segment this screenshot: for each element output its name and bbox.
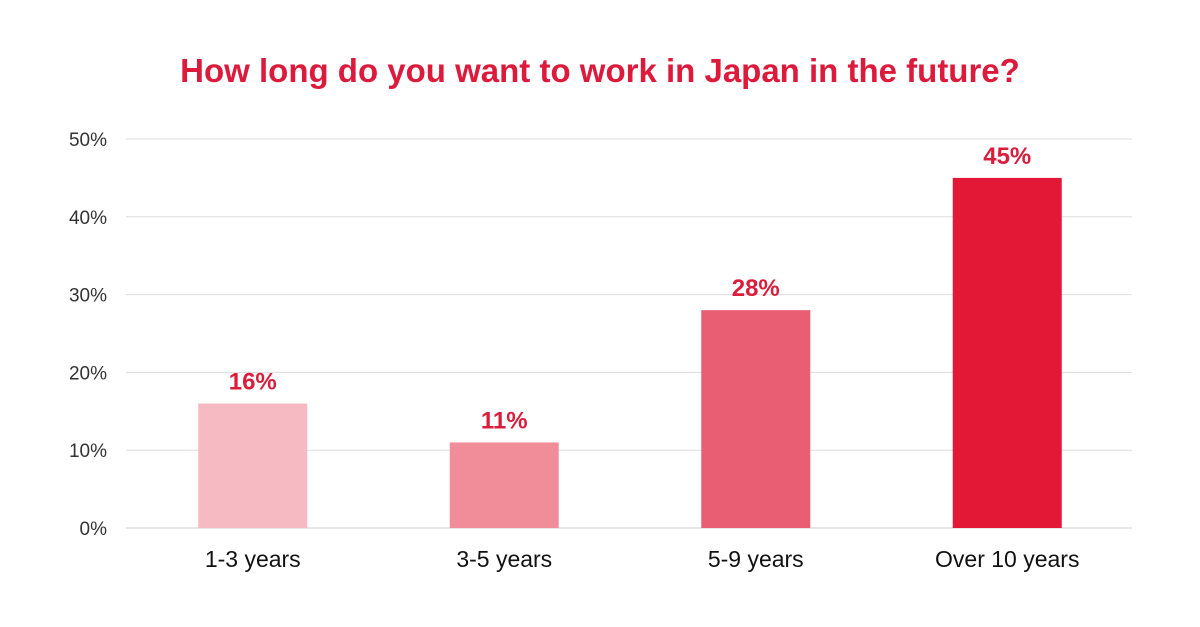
y-tick-label: 40% (69, 208, 107, 229)
bar-1 (198, 403, 308, 528)
bar-3 (701, 310, 811, 528)
y-tick-label: 50% (69, 130, 107, 151)
category-label: 3-5 years (456, 546, 552, 572)
data-label: 45% (983, 143, 1031, 170)
data-label: 16% (229, 369, 277, 396)
data-label: 28% (732, 275, 780, 302)
data-label: 11% (481, 407, 528, 434)
bar-2 (449, 442, 559, 528)
bar-4 (952, 177, 1062, 528)
chart-title: How long do you want to work in Japan in… (180, 52, 1020, 89)
data-labels: 16% 11% 28% 45% (229, 143, 1032, 435)
category-label: Over 10 years (935, 546, 1079, 572)
category-label: 1-3 years (205, 546, 301, 572)
category-labels: 1-3 years 3-5 years 5-9 years Over 10 years (205, 546, 1080, 572)
y-tick-label: 0% (80, 519, 108, 540)
y-tick-label: 30% (69, 286, 107, 307)
y-tick-label: 20% (69, 363, 107, 384)
bars (198, 177, 1062, 528)
y-tick-label: 10% (69, 441, 107, 462)
y-axis-tick-labels: 0% 10% 20% 30% 40% 50% (69, 130, 107, 540)
category-label: 5-9 years (708, 546, 804, 572)
